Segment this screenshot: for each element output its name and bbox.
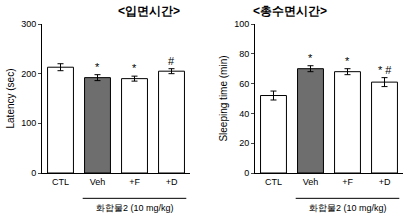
svg-text:*: * — [95, 61, 100, 73]
svg-text:80: 80 — [239, 49, 249, 59]
svg-text:300: 300 — [21, 19, 36, 29]
svg-text:+F: +F — [342, 177, 353, 187]
svg-text:Sleeping time (min): Sleeping time (min) — [218, 55, 229, 141]
svg-text:*: * — [132, 62, 137, 74]
svg-text:100: 100 — [234, 19, 249, 29]
svg-text:20: 20 — [239, 138, 249, 148]
svg-text:*: * — [345, 55, 350, 67]
svg-text:CTL: CTL — [265, 177, 282, 187]
svg-text:<입면시간>: <입면시간> — [118, 4, 180, 18]
svg-text:+F: +F — [129, 177, 140, 187]
svg-text:* #: * # — [378, 64, 392, 76]
svg-text:#: # — [168, 55, 175, 67]
svg-text:Latency (sec): Latency (sec) — [5, 68, 16, 128]
svg-text:<총수면시간>: <총수면시간> — [253, 4, 327, 18]
svg-text:Veh: Veh — [90, 177, 106, 187]
svg-text:0: 0 — [31, 168, 36, 178]
svg-text:60: 60 — [239, 79, 249, 89]
svg-text:화합물2 (10 mg/kg): 화합물2 (10 mg/kg) — [309, 203, 387, 213]
svg-text:+D: +D — [166, 177, 178, 187]
svg-text:40: 40 — [239, 109, 249, 119]
svg-text:CTL: CTL — [52, 177, 69, 187]
svg-text:+D: +D — [379, 177, 391, 187]
svg-text:0: 0 — [244, 168, 249, 178]
svg-text:*: * — [308, 52, 313, 64]
svg-text:Veh: Veh — [303, 177, 319, 187]
svg-text:200: 200 — [21, 69, 36, 79]
svg-text:100: 100 — [21, 118, 36, 128]
svg-text:화합물2 (10 mg/kg): 화합물2 (10 mg/kg) — [96, 203, 174, 213]
